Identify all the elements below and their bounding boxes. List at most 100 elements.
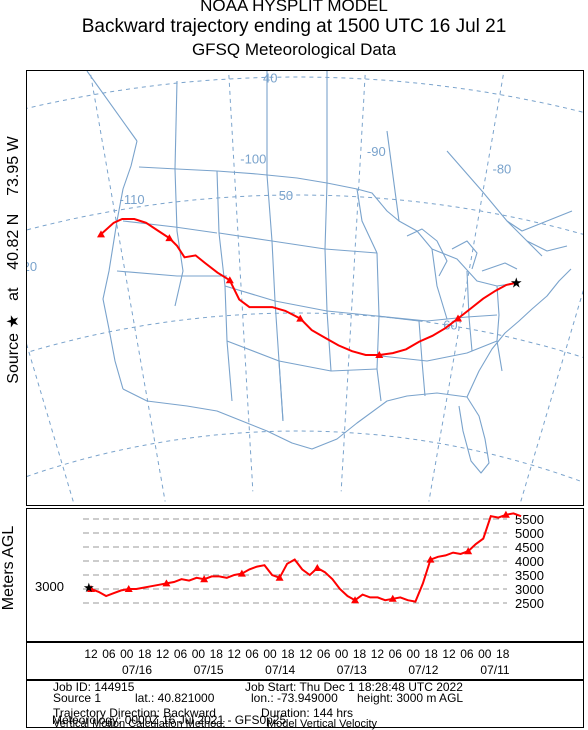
hour-label: 00: [335, 647, 349, 661]
height-chart-panel: 5500 5000 4500 4000 3500 3000 2500 3000 ★: [26, 508, 584, 642]
title-line-3: GFSQ Meteorological Data: [191, 40, 397, 59]
parallel-line: [27, 430, 583, 483]
hour-label: 18: [353, 647, 367, 661]
date-label: 07/13: [337, 663, 367, 677]
meteorology: Meteorology: 0000Z 16 Jul 2021 - GFS0p25: [52, 713, 287, 727]
hour-labels: 12 06 00 18 12 06 00 18 12 06 00 18 12 06 00 18 12 06 00 18…: [84, 647, 509, 661]
duration: Duration: 144 hrs: [261, 706, 354, 720]
title-line-1: NOAA HYSPLIT MODEL: [200, 0, 388, 15]
state-boundaries: [86, 71, 573, 474]
hour-label: 00: [120, 647, 134, 661]
height-marker: [388, 594, 397, 602]
date-label: 07/12: [408, 663, 438, 677]
trajectory-line: [100, 218, 518, 356]
job-info-panel: Job ID: 144915 Job Start: Thu Dec 1 18:2…: [26, 680, 584, 730]
height-tick-label: 5000: [515, 526, 544, 541]
source-lon: 73.95 W: [5, 136, 22, 196]
canada-border: [138, 166, 518, 287]
latitude-label: 40: [263, 71, 277, 86]
vertical-method-value: Model Vertical Velocity: [267, 718, 378, 730]
east-coast: [466, 268, 572, 398]
time-axis: 12 06 00 18 12 06 00 18 12 06 00 18 12 06 00 18 12 06 00 18…: [84, 647, 510, 677]
height-marker: [275, 573, 284, 581]
date-label: 07/14: [265, 663, 295, 677]
height-line: [90, 512, 522, 603]
height-tick-label: 4000: [515, 554, 544, 569]
info-height: height: 3000 m AGL: [357, 691, 464, 705]
height-marker: [124, 585, 133, 592]
height-tick-label: 3000: [515, 582, 544, 597]
hour-label: 00: [478, 647, 492, 661]
height-marker: [351, 596, 360, 604]
height-marker: [200, 575, 209, 583]
hour-label: 18: [281, 647, 295, 661]
trajectory-marker: [225, 276, 234, 284]
trajectory-marker: [296, 314, 305, 322]
hour-label: 00: [263, 647, 277, 661]
hour-label: 06: [102, 647, 116, 661]
info-lon: lon.: -73.949000: [251, 691, 338, 705]
job-start: Job Start: Thu Dec 1 18:28:48 UTC 2022: [245, 680, 463, 694]
height-marker: [313, 564, 322, 571]
graticule-lines: [27, 71, 583, 505]
parallel-line: [27, 194, 583, 235]
hour-label: 12: [84, 647, 98, 661]
start-star-icon: ★: [83, 581, 95, 596]
date-label: 07/11: [480, 663, 509, 677]
height-marker: [237, 569, 246, 577]
hour-label: 06: [460, 647, 474, 661]
meridian-line: [519, 289, 583, 505]
height-marker: [162, 579, 171, 587]
height-marker: [501, 510, 510, 518]
longitude-label: -120: [27, 259, 37, 274]
hour-label: 12: [156, 647, 170, 661]
source-star-marker: ★: [510, 276, 523, 292]
meridian-line: [228, 71, 254, 492]
coastline-west: [102, 140, 138, 390]
height-marker: [87, 585, 95, 592]
height-marker: [426, 555, 435, 563]
source-location-label: Source ★ at 40.82 N 73.95 W: [3, 136, 23, 383]
trajectory-marker: [97, 230, 105, 238]
hour-label: 18: [138, 647, 152, 661]
height-tick-label: 3500: [515, 568, 544, 583]
hour-label: 18: [496, 647, 510, 661]
source-star-icon: ★: [5, 314, 22, 329]
trajectory-direction: Trajectory Direction: Backward: [53, 706, 216, 720]
height-tick-label: 5500: [515, 512, 544, 527]
height-profile: [87, 510, 522, 604]
longitude-label: -90: [367, 144, 386, 159]
height-tick-label: 4500: [515, 540, 544, 555]
hour-label: 06: [245, 647, 259, 661]
latitude-label: 50: [279, 188, 293, 203]
latitude-labels: 60504030: [263, 71, 458, 332]
hour-label: 00: [192, 647, 206, 661]
longitude-label: -100: [240, 151, 266, 166]
height-tick-label: 2500: [515, 596, 544, 611]
info-lat: lat.: 40.821000: [135, 691, 215, 705]
job-id: Job ID: 144915: [53, 680, 135, 694]
meridian-line: [27, 343, 75, 505]
time-axis-panel: 12 06 00 18 12 06 00 18 12 06 00 18 12 06 00 18 12 06 00 18…: [26, 642, 584, 680]
source-word: Source: [5, 332, 22, 384]
hour-label: 06: [317, 647, 331, 661]
hour-label: 06: [389, 647, 403, 661]
longitude-label: -110: [120, 192, 145, 207]
vertical-method-label: Vertical Motion Calculation Method:: [53, 718, 226, 730]
trajectory-marker: [375, 351, 384, 358]
meridian-line: [340, 71, 366, 492]
date-labels: 07/16 07/15 07/14 07/13 07/12 07/11: [122, 663, 510, 677]
hour-label: 18: [210, 647, 224, 661]
source-lat: 40.82 N: [5, 213, 22, 270]
hour-label: 18: [424, 647, 438, 661]
us-southern-border: [122, 388, 468, 450]
map-panel: -130-120-110-100-90-80-70 60504030 ★: [26, 70, 584, 506]
source-number: Source 1: [53, 691, 102, 705]
date-label: 07/16: [122, 663, 152, 677]
hour-label: 06: [174, 647, 188, 661]
date-label: 07/15: [194, 663, 224, 677]
hour-label: 12: [299, 647, 313, 661]
hour-label: 12: [228, 647, 242, 661]
trajectory-marker: [165, 234, 174, 242]
